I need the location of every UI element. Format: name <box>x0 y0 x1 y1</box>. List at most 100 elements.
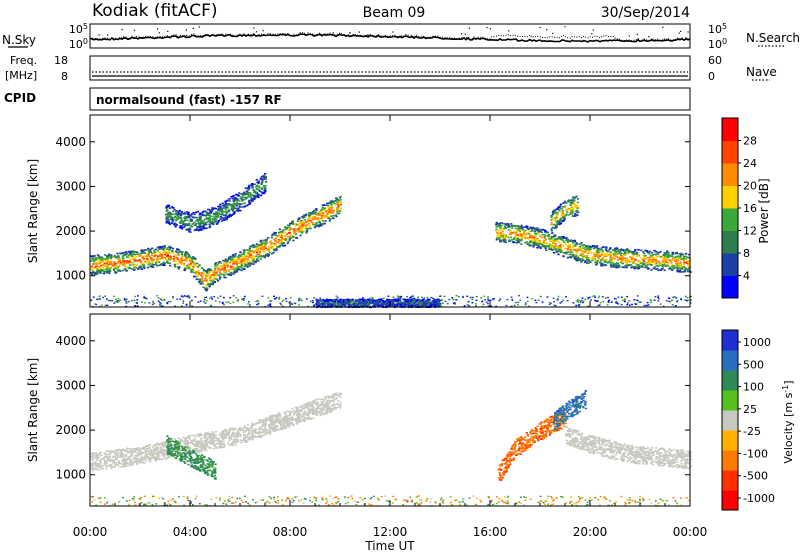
power-echo <box>100 261 103 263</box>
power-near-echo <box>487 296 489 298</box>
power-near-echo <box>680 298 683 301</box>
power-echo <box>140 250 143 252</box>
power-near-echo <box>159 298 162 300</box>
power-echo <box>141 249 144 251</box>
power-echo <box>544 230 547 232</box>
power-echo <box>360 301 364 304</box>
power-echo <box>536 240 539 243</box>
power-near-echo <box>163 299 166 301</box>
power-near-echo <box>377 298 380 301</box>
power-echo <box>653 249 656 252</box>
power-echo <box>593 257 596 259</box>
power-echo <box>551 226 554 229</box>
power-echo <box>217 209 220 212</box>
power-echo <box>297 230 300 232</box>
power-echo <box>204 287 207 290</box>
power-echo <box>228 260 232 263</box>
power-echo <box>514 235 518 237</box>
power-echo <box>108 268 111 271</box>
power-echo <box>233 207 236 210</box>
power-echo <box>139 254 142 257</box>
power-near-echo <box>113 295 115 297</box>
power-echo <box>528 233 531 235</box>
power-echo <box>433 298 436 301</box>
power-echo <box>374 299 377 302</box>
power-echo <box>661 265 664 268</box>
power-echo <box>585 248 588 250</box>
power-echo <box>220 269 223 271</box>
noise-right-tick-top: 105 <box>708 22 727 36</box>
power-echo <box>672 253 675 255</box>
power-echo <box>167 262 170 264</box>
power-near-echo <box>174 305 176 307</box>
power-echo <box>105 256 109 258</box>
power-echo <box>378 300 381 303</box>
power-echo <box>679 256 682 259</box>
power-echo <box>330 205 334 208</box>
power-echo <box>676 262 679 265</box>
power-echo <box>624 250 627 252</box>
power-echo <box>286 235 290 238</box>
power-near-echo <box>362 297 364 299</box>
power-echo <box>103 254 106 256</box>
power-echo <box>288 228 292 231</box>
power-echo <box>243 255 246 258</box>
power-echo <box>252 249 255 252</box>
power-near-echo <box>397 295 399 297</box>
power-echo <box>244 197 248 200</box>
power-echo <box>407 304 410 307</box>
power-echo <box>207 274 210 277</box>
power-echo <box>327 302 330 304</box>
power-echo <box>195 270 199 273</box>
power-echo <box>187 228 190 230</box>
power-echo <box>256 181 259 184</box>
power-echo <box>233 211 236 214</box>
power-echo <box>414 301 417 304</box>
power-echo <box>110 260 113 263</box>
power-echo <box>318 304 321 307</box>
power-echo <box>135 263 138 266</box>
power-echo <box>678 263 681 265</box>
power-echo <box>176 257 179 259</box>
power-echo <box>242 263 245 265</box>
power-echo <box>193 221 196 224</box>
power-near-echo <box>377 301 380 304</box>
power-echo <box>261 242 264 244</box>
power-near-echo <box>420 305 423 307</box>
power-near-echo <box>452 302 455 305</box>
power-echo <box>227 204 230 206</box>
power-echo <box>230 271 233 274</box>
power-echo <box>601 250 604 252</box>
power-echo <box>640 257 643 259</box>
power-echo <box>562 237 566 239</box>
power-near-echo <box>125 298 128 300</box>
power-echo <box>192 261 195 263</box>
power-echo <box>587 252 590 255</box>
power-echo <box>314 218 317 220</box>
power-echo <box>305 232 308 234</box>
power-echo <box>421 300 424 303</box>
power-echo <box>145 254 149 256</box>
power-echo <box>594 245 597 248</box>
power-echo <box>140 263 143 265</box>
power-echo <box>604 255 607 257</box>
power-echo <box>305 224 308 226</box>
power-echo <box>257 193 260 195</box>
power-echo <box>576 247 579 250</box>
power-echo <box>613 252 616 254</box>
power-echo <box>165 210 168 212</box>
power-echo <box>329 218 332 220</box>
power-echo <box>157 251 160 253</box>
power-echo <box>167 214 170 216</box>
power-echo <box>172 210 175 213</box>
power-echo <box>212 269 215 272</box>
power-echo <box>636 254 640 257</box>
power-near-echo <box>333 299 335 301</box>
power-echo <box>208 279 212 282</box>
power-echo <box>581 253 584 255</box>
power-echo <box>526 237 529 239</box>
power-echo <box>560 250 563 253</box>
power-echo <box>295 223 298 226</box>
power-echo <box>659 263 662 266</box>
power-echo <box>338 197 341 199</box>
